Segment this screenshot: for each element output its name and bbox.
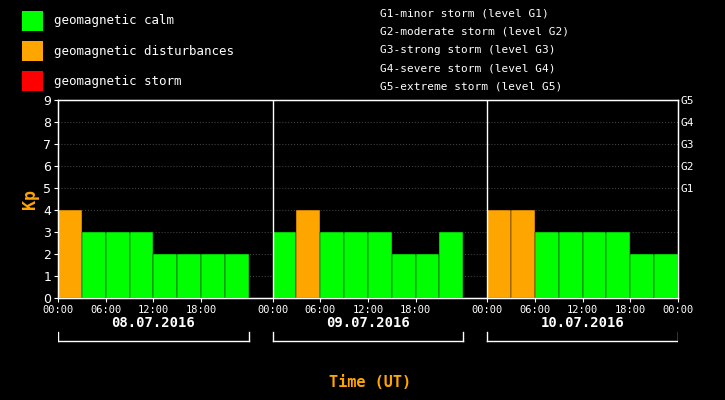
Bar: [22, 10, 44, 31]
Bar: [22, 41, 44, 61]
Bar: [320, 232, 344, 298]
Bar: [273, 232, 297, 298]
Bar: [82, 232, 106, 298]
Bar: [606, 232, 630, 298]
Bar: [392, 254, 415, 298]
Text: G4-severe storm (level G4): G4-severe storm (level G4): [381, 63, 556, 73]
Bar: [201, 254, 225, 298]
Text: 09.07.2016: 09.07.2016: [326, 316, 410, 330]
Text: G3-strong storm (level G3): G3-strong storm (level G3): [381, 45, 556, 55]
Bar: [130, 232, 154, 298]
Text: G5-extreme storm (level G5): G5-extreme storm (level G5): [381, 82, 563, 92]
Bar: [535, 232, 559, 298]
Bar: [22, 71, 44, 92]
Bar: [297, 210, 320, 298]
Bar: [344, 232, 368, 298]
Bar: [154, 254, 177, 298]
Bar: [487, 210, 511, 298]
Text: geomagnetic calm: geomagnetic calm: [54, 14, 174, 28]
Bar: [582, 232, 606, 298]
Bar: [511, 210, 535, 298]
Bar: [559, 232, 582, 298]
Bar: [654, 254, 678, 298]
Y-axis label: Kp: Kp: [21, 189, 39, 209]
Text: geomagnetic storm: geomagnetic storm: [54, 74, 181, 88]
Bar: [177, 254, 201, 298]
Text: G2-moderate storm (level G2): G2-moderate storm (level G2): [381, 27, 569, 37]
Bar: [58, 210, 82, 298]
Text: 10.07.2016: 10.07.2016: [541, 316, 624, 330]
Bar: [630, 254, 654, 298]
Bar: [225, 254, 249, 298]
Bar: [439, 232, 463, 298]
Text: G1-minor storm (level G1): G1-minor storm (level G1): [381, 8, 550, 18]
Bar: [368, 232, 392, 298]
Text: 08.07.2016: 08.07.2016: [112, 316, 195, 330]
Bar: [106, 232, 130, 298]
Text: geomagnetic disturbances: geomagnetic disturbances: [54, 44, 234, 58]
Bar: [415, 254, 439, 298]
Text: Time (UT): Time (UT): [328, 375, 411, 390]
